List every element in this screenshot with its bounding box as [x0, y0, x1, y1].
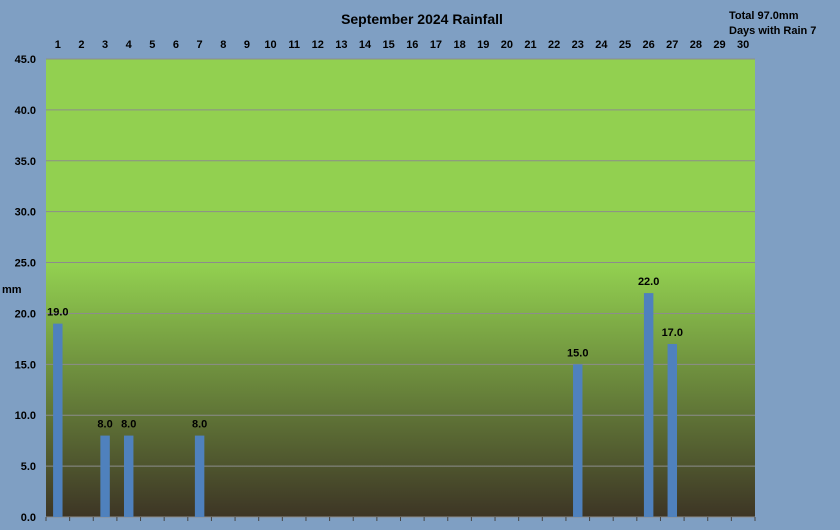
x-tick-label: 9 — [244, 39, 250, 51]
plot-area — [46, 59, 755, 517]
x-tick-label: 10 — [264, 39, 276, 51]
x-tick-label: 16 — [406, 39, 418, 51]
x-tick-label: 27 — [666, 39, 678, 51]
x-tick-label: 23 — [572, 39, 584, 51]
rain-days-count: Days with Rain 7 — [729, 25, 816, 37]
y-tick-label: 40.0 — [15, 105, 36, 117]
x-tick-label: 8 — [220, 39, 226, 51]
x-tick-label: 12 — [312, 39, 324, 51]
y-tick-label: 20.0 — [15, 308, 36, 320]
bar-value-label: 19.0 — [47, 307, 68, 319]
x-tick-label: 3 — [102, 39, 108, 51]
y-axis-label: mm — [2, 284, 22, 296]
rain-bar — [573, 364, 583, 517]
x-tick-label: 29 — [713, 39, 725, 51]
bar-value-label: 15.0 — [567, 347, 588, 359]
y-tick-label: 5.0 — [21, 461, 36, 473]
total-rainfall: Total 97.0mm — [729, 10, 799, 22]
bar-value-label: 8.0 — [192, 419, 207, 431]
x-tick-label: 14 — [359, 39, 372, 51]
x-tick-label: 22 — [548, 39, 560, 51]
x-tick-label: 2 — [78, 39, 84, 51]
x-tick-label: 4 — [126, 39, 133, 51]
y-tick-label: 0.0 — [21, 512, 36, 524]
x-tick-label: 24 — [595, 39, 608, 51]
y-tick-label: 25.0 — [15, 258, 36, 270]
x-tick-label: 6 — [173, 39, 179, 51]
y-tick-label: 35.0 — [15, 156, 36, 168]
rain-bar — [100, 435, 110, 517]
x-tick-label: 21 — [524, 39, 536, 51]
rain-bar — [643, 293, 654, 517]
x-tick-label: 25 — [619, 39, 631, 51]
rain-bar — [667, 343, 678, 517]
bar-value-label: 8.0 — [97, 419, 112, 431]
x-tick-label: 28 — [690, 39, 702, 51]
x-tick-label: 11 — [288, 39, 300, 51]
bar-value-label: 8.0 — [121, 419, 136, 431]
x-tick-label: 26 — [643, 39, 655, 51]
y-tick-label: 10.0 — [15, 410, 36, 422]
chart-title: September 2024 Rainfall — [341, 11, 503, 27]
rain-bar — [194, 435, 205, 517]
x-tick-label: 20 — [501, 39, 513, 51]
x-tick-label: 5 — [149, 39, 155, 51]
x-tick-label: 7 — [197, 39, 203, 51]
x-tick-label: 15 — [383, 39, 395, 51]
x-tick-label: 13 — [335, 39, 347, 51]
y-tick-label: 45.0 — [15, 54, 36, 66]
rain-bar — [123, 435, 134, 517]
x-tick-label: 1 — [55, 39, 61, 51]
bar-value-label: 17.0 — [662, 327, 683, 339]
y-tick-label: 30.0 — [15, 207, 36, 219]
bar-value-label: 22.0 — [638, 276, 659, 288]
x-tick-label: 17 — [430, 39, 442, 51]
x-tick-label: 18 — [453, 39, 465, 51]
x-tick-label: 19 — [477, 39, 489, 51]
y-tick-label: 15.0 — [15, 359, 36, 371]
rain-bar — [53, 323, 63, 517]
x-tick-label: 30 — [737, 39, 749, 51]
